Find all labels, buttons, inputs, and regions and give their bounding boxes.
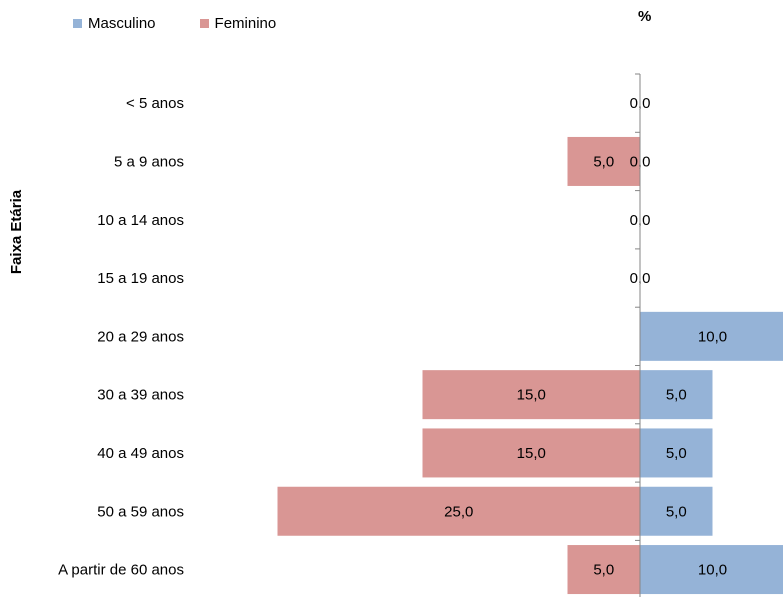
bar-masculino	[640, 370, 713, 420]
legend-swatch-masculino	[73, 18, 82, 28]
category-label: < 5 anos	[126, 95, 184, 112]
category-label: 5 a 9 anos	[114, 153, 184, 170]
category-label: 50 a 59 anos	[97, 503, 184, 520]
legend: Masculino Feminino	[73, 13, 320, 33]
legend-item-masculino: Masculino	[73, 15, 156, 32]
data-label-masculino: 5,0	[666, 387, 687, 404]
data-label-masculino: 5,0	[666, 445, 687, 462]
bar-feminino	[422, 428, 640, 478]
category-label: A partir de 60 anos	[58, 562, 184, 579]
bar-masculino	[640, 311, 783, 361]
data-label-feminino: 25,0	[444, 503, 473, 520]
legend-label-masculino: Masculino	[88, 14, 156, 32]
bar-feminino	[567, 545, 640, 595]
data-label-feminino: 5,0	[593, 153, 614, 170]
bar-feminino	[422, 370, 640, 420]
data-label-feminino: 15,0	[517, 387, 546, 404]
bar-feminino	[567, 136, 640, 186]
category-label: 15 a 19 anos	[97, 270, 184, 287]
bar-feminino	[277, 486, 640, 536]
data-label-masculino: 10,0	[698, 328, 727, 345]
category-label: 20 a 29 anos	[97, 328, 184, 345]
data-label-feminino: 15,0	[517, 445, 546, 462]
bar-masculino	[640, 545, 783, 595]
legend-label-feminino: Feminino	[214, 14, 277, 32]
category-label: 10 a 14 anos	[97, 212, 184, 229]
legend-swatch-feminino	[199, 18, 209, 28]
data-label-masculino: 5,0	[666, 503, 687, 520]
data-label-masculino: 10,0	[698, 562, 727, 579]
legend-item-feminino: Feminino	[199, 14, 277, 32]
category-label: 30 a 39 anos	[97, 387, 184, 404]
category-label: 40 a 49 anos	[97, 445, 184, 462]
unit-label: %	[638, 8, 652, 25]
bar-masculino	[640, 486, 713, 536]
bar-masculino	[640, 428, 713, 478]
data-label-feminino: 5,0	[593, 562, 614, 579]
